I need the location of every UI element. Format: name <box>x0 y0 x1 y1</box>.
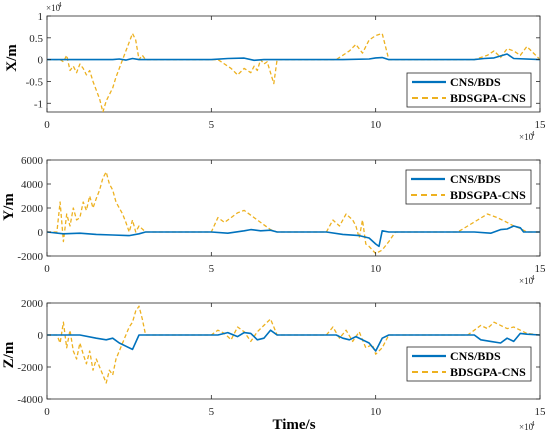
panel-z-series-cns-bds <box>47 329 540 352</box>
panel-x-ytick-label: 0.5 <box>29 33 43 45</box>
panel-z-ytick-label: 2000 <box>21 298 44 310</box>
panel-y-x-exponent-power: 4 <box>531 274 535 282</box>
panel-y-legend <box>405 169 532 205</box>
panel-x-xtick-label: 10 <box>370 119 382 131</box>
panel-y-series-cns-bds <box>47 225 540 248</box>
panel-z-legend-label-cns-bds: CNS/BDS <box>450 349 501 363</box>
panel-z-legend-label-bdsgpa-cns: BDSGPA-CNS <box>450 365 526 379</box>
panel-z-ytick-label: -4000 <box>17 394 43 406</box>
panel-z: 0 5 10 15 2000 0 -2000 -4000 Z/m CNS/BDS BDSGPA… <box>1 298 546 433</box>
panel-x-ylabel: X/m <box>4 44 20 72</box>
panel-z-xtick-label: 10 <box>370 406 382 418</box>
panel-x-legend-label-cns-bds: CNS/BDS <box>450 75 501 89</box>
panel-z-ytick-label: 0 <box>38 330 44 342</box>
panel-z-xtick-label: 5 <box>209 406 215 418</box>
panel-y-xtick-label: 15 <box>535 263 547 275</box>
panel-y-x-exponent: ×10 <box>519 276 534 286</box>
panel-x-legend <box>406 72 532 108</box>
panel-y-ytick-label: 2000 <box>21 203 44 215</box>
panel-x-series-bdsgpa-cns <box>47 32 540 112</box>
panel-x-legend-label-bdsgpa-cns: BDSGPA-CNS <box>450 91 526 105</box>
panel-x-ytick-label: 0 <box>38 55 44 67</box>
panel-y-ytick-label: 4000 <box>21 179 44 191</box>
panel-x-plot: 0 5 10 15 1 0.5 0 -0.5 -1 <box>26 11 546 131</box>
panel-y-legend-label-bdsgpa-cns: BDSGPA-CNS <box>450 188 526 202</box>
panel-y-xtick-label: 5 <box>209 263 215 275</box>
panel-x-series-cns-bds <box>47 53 540 62</box>
panel-x-y-exponent: ×10 <box>46 3 61 13</box>
panel-z-ylabel: Z/m <box>1 341 17 368</box>
panel-z-axes-box <box>46 302 541 400</box>
panel-y-xtick-label: 0 <box>44 263 50 275</box>
panel-x-ytick-label: 1 <box>38 11 44 23</box>
panel-z-xtick-label: 15 <box>535 406 547 418</box>
panel-z-plot: 0 5 10 15 2000 0 -2000 -4000 <box>17 298 546 418</box>
panel-z-x-exponent-power: 4 <box>531 420 535 428</box>
panel-z-xlabel: Time/s <box>272 417 315 433</box>
panel-y-series-bdsgpa-cns <box>47 171 540 255</box>
panel-x-ytick-label: -1 <box>34 98 43 110</box>
panel-z-legend <box>406 346 532 382</box>
panel-y-legend-label-cns-bds: CNS/BDS <box>450 172 501 186</box>
panel-x-xtick-label: 5 <box>209 119 215 131</box>
panel-y-ytick-label: -2000 <box>17 251 43 263</box>
panel-x-y-exponent-power: 4 <box>58 1 62 9</box>
panel-z-x-exponent: ×10 <box>519 422 534 432</box>
panel-x: ×10 4 0 5 10 15 1 0.5 0 -0.5 -1 X/m CNS/BDS BDSG… <box>4 1 546 142</box>
panel-x-axes-box <box>46 15 541 113</box>
panel-y-ytick-label: 6000 <box>21 155 44 167</box>
panel-x-x-exponent-power: 4 <box>531 130 535 138</box>
panel-x-ytick-label: -0.5 <box>26 76 44 88</box>
panel-y-ylabel: Y/m <box>1 193 17 221</box>
panel-y-ytick-label: 0 <box>38 227 44 239</box>
panel-x-xtick-label: 0 <box>44 119 50 131</box>
panel-z-xtick-label: 0 <box>44 406 50 418</box>
panel-z-ytick-label: -2000 <box>17 362 43 374</box>
panel-y-xtick-label: 10 <box>370 263 382 275</box>
panel-x-xtick-label: 15 <box>535 119 547 131</box>
panel-x-x-exponent: ×10 <box>519 132 534 142</box>
